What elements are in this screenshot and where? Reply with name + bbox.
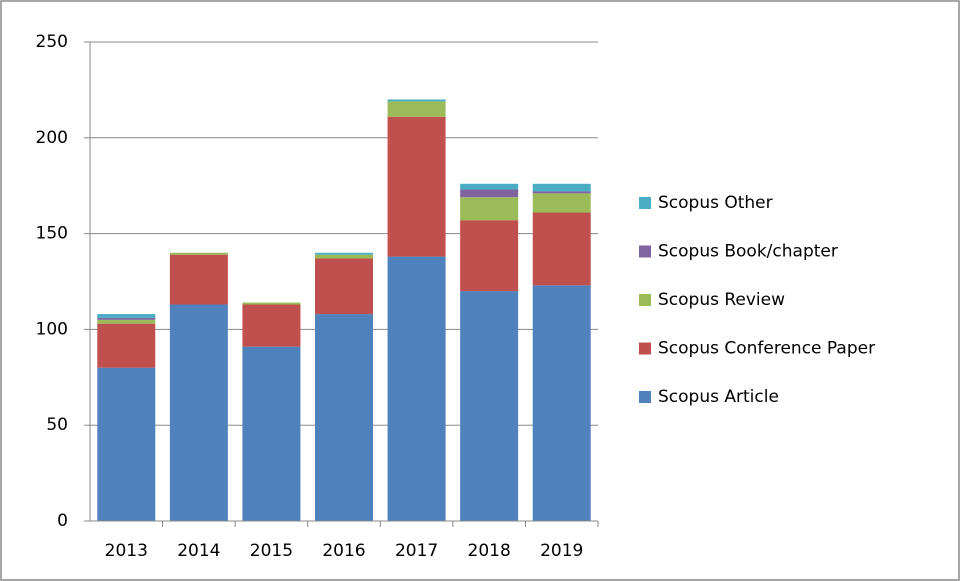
- bar-segment: [387, 101, 446, 117]
- bar-segment: [532, 191, 591, 194]
- legend-label: Scopus Conference Paper: [658, 339, 875, 359]
- x-tick-label: 2015: [250, 541, 293, 561]
- bar-segment: [460, 291, 519, 521]
- bar-segment: [532, 285, 591, 521]
- x-tick-label: 2013: [105, 541, 148, 561]
- bar-segment: [169, 254, 228, 305]
- bar-segment: [97, 317, 156, 320]
- bar-segment: [97, 314, 156, 318]
- bar-segment: [97, 323, 156, 368]
- bar-segment: [242, 304, 301, 347]
- y-tick-label: 150: [36, 224, 68, 244]
- x-tick-label: 2014: [177, 541, 220, 561]
- legend-swatch: [639, 245, 651, 258]
- y-tick-label: 200: [36, 128, 68, 148]
- legend-swatch: [639, 197, 651, 209]
- bar-segment: [315, 254, 373, 259]
- bar-segment: [387, 256, 446, 521]
- legend-swatch: [639, 342, 651, 355]
- legend-label: Scopus Review: [658, 290, 785, 310]
- bar-segment: [460, 189, 519, 198]
- bar-segment: [242, 346, 301, 521]
- legend-label: Scopus Other: [658, 193, 773, 213]
- bar-segment: [169, 252, 228, 255]
- x-tick-label: 2016: [322, 541, 365, 561]
- legend-swatch: [639, 391, 651, 403]
- bar-segment: [387, 116, 446, 257]
- legend-label: Scopus Article: [658, 387, 779, 407]
- bar-segment: [460, 183, 519, 190]
- bar-segment: [532, 183, 591, 192]
- y-tick-label: 0: [57, 511, 68, 531]
- bar-segment: [460, 220, 519, 292]
- bar-segment: [169, 304, 228, 521]
- bar-segment: [387, 99, 446, 102]
- x-tick-label: 2019: [540, 541, 583, 561]
- bar-segment: [97, 367, 156, 521]
- x-tick-label: 2017: [395, 541, 438, 561]
- bar-segment: [460, 197, 519, 221]
- bar-segment: [315, 258, 373, 315]
- y-tick-label: 250: [36, 32, 68, 52]
- bar-segment: [97, 319, 156, 324]
- legend-label: Scopus Book/chapter: [658, 242, 838, 262]
- y-tick-label: 50: [46, 415, 68, 435]
- y-tick-label: 100: [36, 319, 68, 339]
- bar-segment: [315, 252, 373, 255]
- bar-segment: [242, 302, 301, 305]
- bar-segment: [315, 314, 373, 521]
- bar-segment: [532, 193, 591, 213]
- x-tick-label: 2018: [468, 541, 511, 561]
- legend-swatch: [639, 294, 651, 306]
- bar-segment: [532, 212, 591, 286]
